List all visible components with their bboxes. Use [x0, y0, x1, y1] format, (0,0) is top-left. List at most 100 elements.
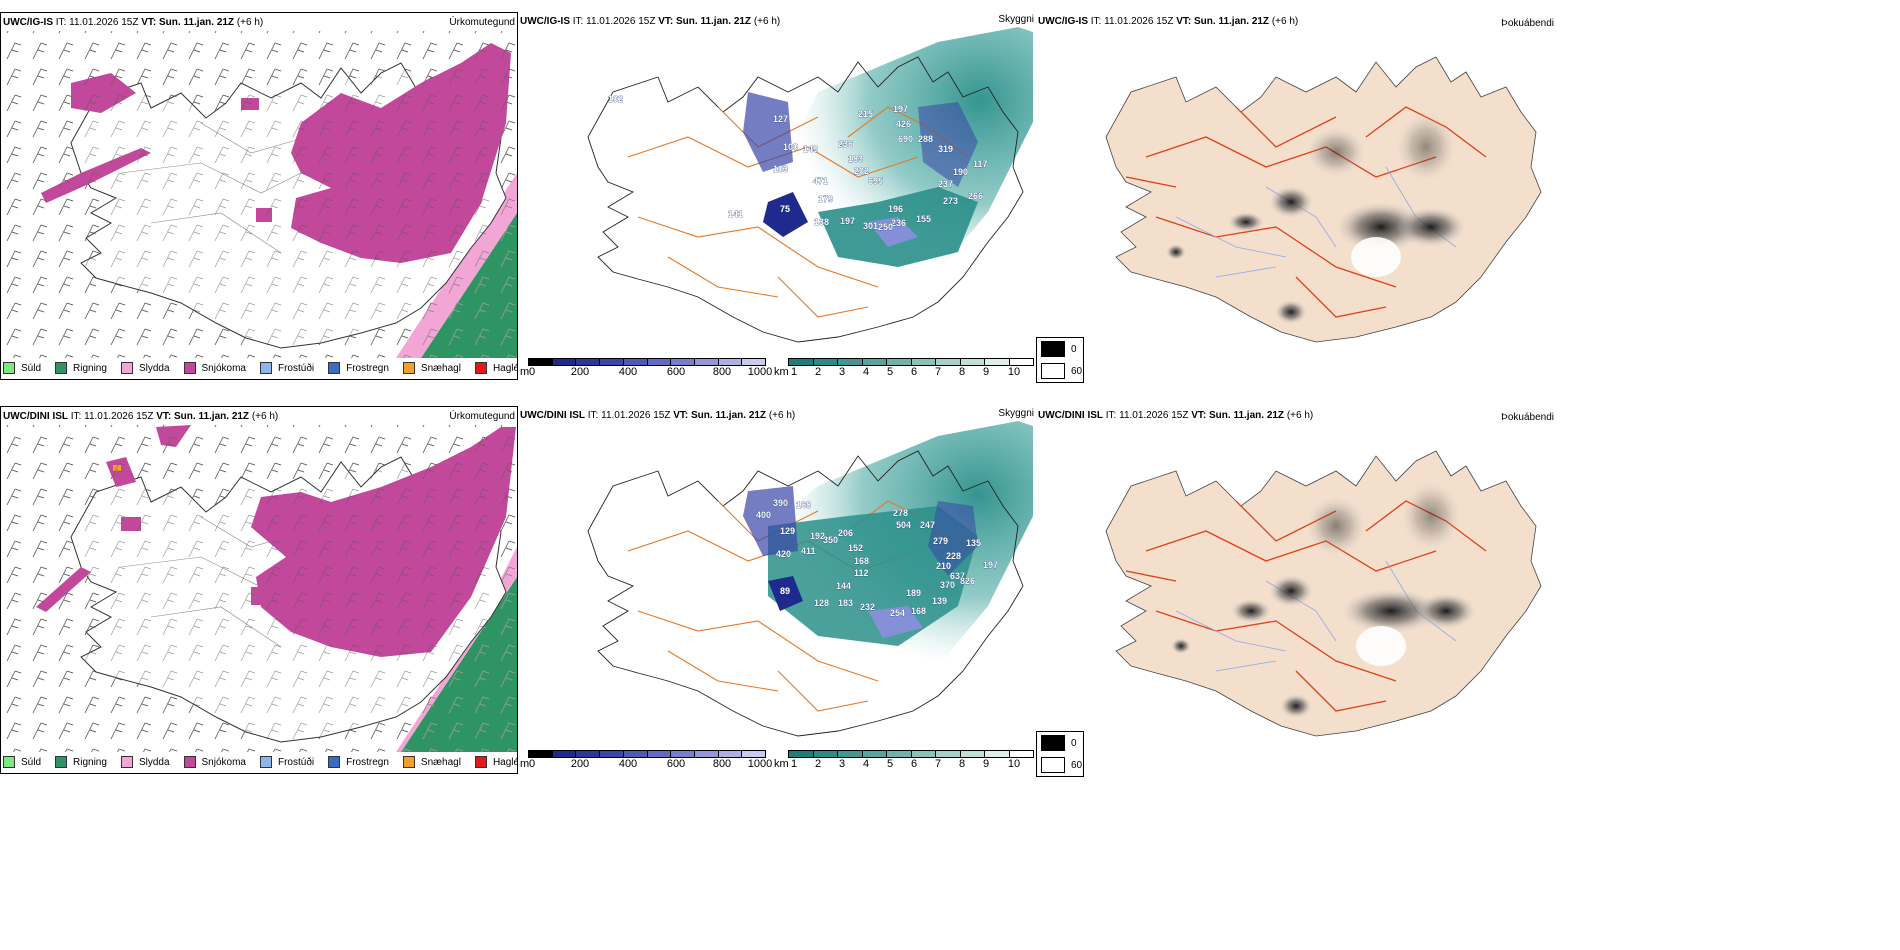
precip-panel-row1: UWC/IG-IS IT: 11.01.2026 15Z VT: Sun. 11… [0, 12, 521, 380]
legend-item-snjokoma: Snjókoma [183, 362, 246, 374]
cloud-label: 202 [854, 166, 869, 176]
visibility-scale: km 1 2 3 4 5 6 7 8 9 10 [774, 358, 1034, 379]
panel-variable-name: Skyggni [998, 408, 1034, 419]
cloud-label: 129 [780, 526, 795, 536]
cloud-label: 420 [776, 549, 791, 559]
cloud-label: 254 [890, 608, 905, 618]
cloud-label: 189 [906, 588, 921, 598]
cloud-label: 215 [858, 109, 873, 119]
visibility-scale: km 1 2 3 4 5 6 7 8 9 10 [774, 750, 1034, 771]
cloud-label: 197 [983, 560, 998, 570]
legend-item-sudd: Súld [3, 756, 41, 768]
cloud-label: 179 [818, 194, 833, 204]
cloud-label: 196 [888, 204, 903, 214]
cloud-label: 138 [814, 217, 829, 227]
precip-map [1, 425, 517, 752]
panel-variable-name: Þokuábendi [1501, 412, 1554, 423]
cloud-label: 168 [854, 556, 869, 566]
cloud-label: 100 [783, 142, 798, 152]
cloud-label: 210 [936, 561, 951, 571]
cloud-label: 103 [773, 164, 788, 174]
cloud-label: 155 [916, 214, 931, 224]
cloud-label: 168 [911, 606, 926, 616]
legend-item-frostregn: Frostregn [328, 756, 389, 768]
cloud-base-scale: m 0 200 400 600 800 1000 [520, 750, 772, 771]
legend-item-haglel: Haglél [474, 756, 521, 768]
cloud-label: 168 [796, 500, 811, 510]
cloud-label: 826 [960, 576, 975, 586]
cloud-label: 149 [803, 144, 818, 154]
cloud-base-labels: 102 127 215 197 426 690 288 319 236 183 … [608, 94, 988, 233]
visibility-panel-row1: UWC/IG-IS IT: 11.01.2026 15Z VT: Sun. 11… [518, 12, 1036, 380]
cloud-label: 690 [898, 134, 913, 144]
cloud-label: 266 [968, 191, 983, 201]
legend-item-rigning: Rigning [55, 362, 107, 374]
panel-variable-name: Úrkomutegund [449, 17, 515, 28]
cloud-label: 278 [893, 508, 908, 518]
cloud-label: 139 [932, 596, 947, 606]
panel-title: UWC/DINI ISL IT: 11.01.2026 15Z VT: Sun.… [520, 410, 796, 421]
cloud-label: 637 [950, 571, 965, 581]
fog-map [1105, 450, 1542, 737]
fog-legend: 0 60 [1036, 337, 1084, 383]
cloud-label: 471 [813, 176, 828, 186]
cloud-label: 400 [756, 510, 771, 520]
cloud-label: 288 [918, 134, 933, 144]
cloud-label: 228 [946, 551, 961, 561]
cloud-base-scale: m 0 200 400 600 800 1000 [520, 358, 772, 379]
panel-title: UWC/IG-IS IT: 11.01.2026 15Z VT: Sun. 11… [1038, 16, 1299, 27]
fog-panel-row1: UWC/IG-IS IT: 11.01.2026 15Z VT: Sun. 11… [1036, 12, 1556, 383]
legend-item-snaehagl: Snæhagl [402, 756, 461, 768]
fog-panel-row2: UWC/DINI ISL IT: 11.01.2026 15Z VT: Sun.… [1036, 406, 1556, 777]
cloud-label: 197 [840, 216, 855, 226]
panel-variable-name: Þokuábendi [1501, 18, 1554, 29]
precip-map [1, 31, 517, 358]
cloud-label: 319 [938, 144, 953, 154]
cloud-label: 183 [848, 154, 863, 164]
cloud-label: 190 [953, 167, 968, 177]
cloud-label: 197 [893, 104, 908, 114]
cloud-label: 236 [838, 139, 853, 149]
visibility-map: 390 168 400 129 192 350 420 411 206 152 … [587, 421, 1033, 737]
cloud-label: 89 [780, 586, 790, 596]
cloud-label: 144 [836, 581, 851, 591]
cloud-label: 206 [838, 528, 853, 538]
panel-title: UWC/IG-IS IT: 11.01.2026 15Z VT: Sun. 11… [520, 16, 781, 27]
precip-legend: Súld Rigning Slydda Snjókoma Frostúði Fr… [3, 753, 535, 771]
legend-item-frostudi: Frostúði [259, 756, 314, 768]
panel-title: UWC/DINI ISL IT: 11.01.2026 15Z VT: Sun.… [3, 411, 279, 422]
cloud-label: 273 [943, 196, 958, 206]
panel-title: UWC/DINI ISL IT: 11.01.2026 15Z VT: Sun.… [1038, 410, 1314, 421]
cloud-label: 250 [878, 222, 893, 232]
cloud-label: 370 [940, 580, 955, 590]
panel-variable-name: Skyggni [998, 14, 1034, 25]
visibility-panel-row2: UWC/DINI ISL IT: 11.01.2026 15Z VT: Sun.… [518, 406, 1036, 774]
legend-item-slydda: Slydda [120, 362, 170, 374]
legend-item-snaehagl: Snæhagl [402, 362, 461, 374]
cloud-label: 247 [920, 520, 935, 530]
fog-map [1105, 56, 1542, 343]
legend-item-rigning: Rigning [55, 756, 107, 768]
cloud-label: 232 [860, 602, 875, 612]
cloud-label: 301 [863, 221, 878, 231]
cloud-label: 237 [938, 179, 953, 189]
cloud-label: 426 [896, 119, 911, 129]
precip-legend: Súld Rigning Slydda Snjókoma Frostúði Fr… [3, 359, 535, 377]
cloud-label: 141 [728, 209, 743, 219]
cloud-label: 192 [810, 531, 825, 541]
legend-item-sudd: Súld [3, 362, 41, 374]
legend-item-frostregn: Frostregn [328, 362, 389, 374]
cloud-label: 128 [814, 598, 829, 608]
precip-panel-row2: UWC/DINI ISL IT: 11.01.2026 15Z VT: Sun.… [0, 406, 521, 774]
cloud-label: 152 [848, 543, 863, 553]
cloud-label: 102 [608, 94, 623, 104]
legend-item-haglel: Haglél [474, 362, 521, 374]
cloud-base-labels: 390 168 400 129 192 350 420 411 206 152 … [756, 498, 999, 619]
cloud-label: 350 [823, 535, 838, 545]
cloud-label: 135 [966, 538, 981, 548]
cloud-label: 183 [838, 598, 853, 608]
cloud-label: 411 [801, 546, 816, 556]
cloud-label: 279 [933, 536, 948, 546]
cloud-label: 390 [773, 498, 788, 508]
fog-legend: 0 60 [1036, 731, 1084, 777]
